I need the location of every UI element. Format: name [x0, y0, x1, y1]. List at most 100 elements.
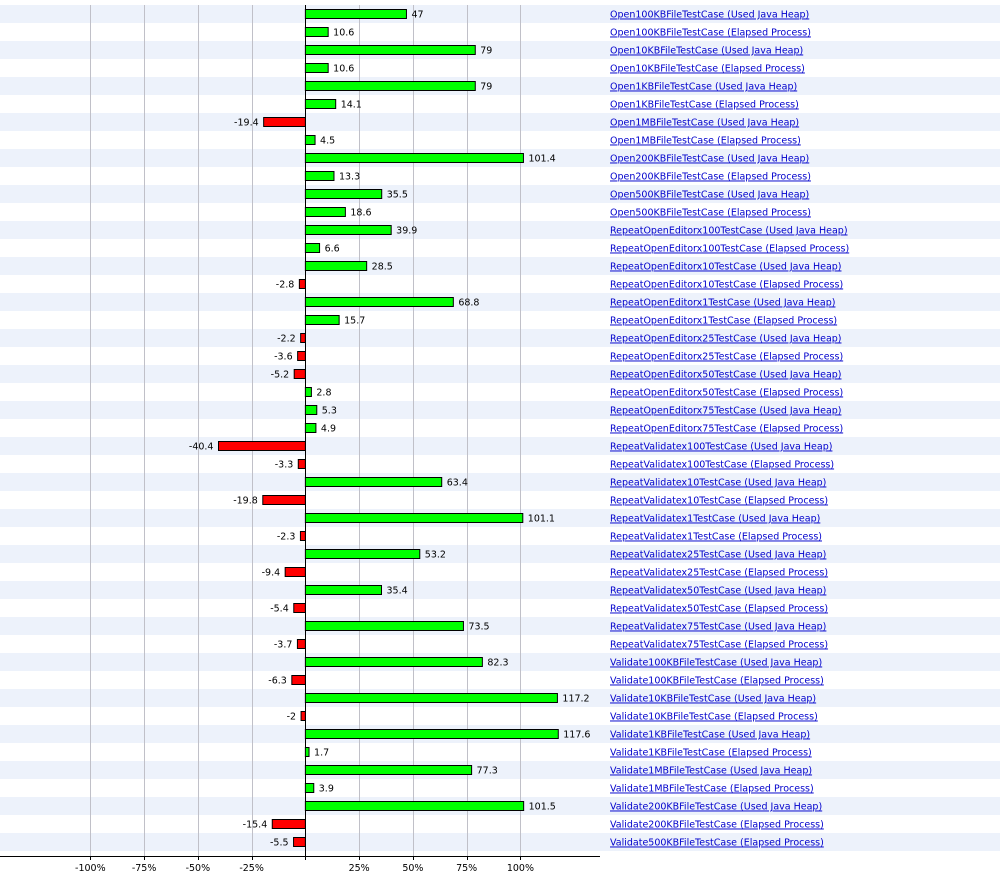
category-link[interactable]: RepeatOpenEditorx50TestCase (Used Java H… — [610, 370, 842, 381]
category-link[interactable]: RepeatValidatex100TestCase (Used Java He… — [610, 442, 832, 453]
bars — [217, 9, 559, 847]
bar-value-label: 15.7 — [344, 316, 365, 327]
category-link[interactable]: RepeatValidatex25TestCase (Used Java Hea… — [610, 550, 826, 561]
category-link[interactable]: Open100KBFileTestCase (Used Java Heap) — [610, 10, 809, 21]
category-link[interactable]: Validate10KBFileTestCase (Used Java Heap… — [610, 694, 816, 705]
bar — [304, 135, 316, 145]
row-stripe — [0, 473, 1000, 491]
category-link[interactable]: Open200KBFileTestCase (Used Java Heap) — [610, 154, 809, 165]
category-link[interactable]: Open500KBFileTestCase (Elapsed Process) — [610, 208, 811, 219]
bar — [271, 819, 306, 829]
category-link[interactable]: RepeatOpenEditorx100TestCase (Used Java … — [610, 226, 848, 237]
bar-value-label: 68.8 — [458, 298, 479, 309]
bar-value-label: 117.6 — [563, 730, 590, 741]
category-link[interactable]: RepeatOpenEditorx50TestCase (Elapsed Pro… — [610, 388, 843, 399]
row-stripe — [0, 257, 1000, 275]
bar — [304, 513, 524, 523]
category-link[interactable]: RepeatOpenEditorx10TestCase (Used Java H… — [610, 262, 842, 273]
category-link[interactable]: RepeatValidatex75TestCase (Elapsed Proce… — [610, 640, 828, 651]
bar-value-label: 53.2 — [425, 550, 446, 561]
category-link[interactable]: RepeatOpenEditorx25TestCase (Used Java H… — [610, 334, 842, 345]
bar — [304, 477, 443, 487]
category-link[interactable]: Validate100KBFileTestCase (Elapsed Proce… — [610, 676, 824, 687]
bar-value-label: -9.4 — [262, 568, 281, 579]
category-link[interactable]: Validate100KBFileTestCase (Used Java Hea… — [610, 658, 822, 669]
category-link[interactable]: Open500KBFileTestCase (Used Java Heap) — [610, 190, 809, 201]
category-link[interactable]: Open1KBFileTestCase (Elapsed Process) — [610, 100, 799, 111]
category-link[interactable]: RepeatOpenEditorx1TestCase (Used Java He… — [610, 298, 835, 309]
bar — [304, 801, 525, 811]
category-link[interactable]: Validate1MBFileTestCase (Used Java Heap) — [610, 766, 812, 777]
category-link[interactable]: RepeatValidatex1TestCase (Used Java Heap… — [610, 514, 820, 525]
row-stripe — [0, 113, 1000, 131]
category-link[interactable]: Validate10KBFileTestCase (Elapsed Proces… — [610, 712, 818, 723]
bar — [304, 657, 483, 667]
category-link[interactable]: Validate200KBFileTestCase (Used Java Hea… — [610, 802, 822, 813]
bar-value-label: 79 — [480, 46, 492, 57]
category-link[interactable]: Open1KBFileTestCase (Used Java Heap) — [610, 82, 797, 93]
category-link[interactable]: RepeatOpenEditorx25TestCase (Elapsed Pro… — [610, 352, 843, 363]
category-link[interactable]: RepeatValidatex10TestCase (Elapsed Proce… — [610, 496, 828, 507]
category-link[interactable]: Validate1KBFileTestCase (Used Java Heap) — [610, 730, 810, 741]
bar-value-label: -2.2 — [277, 334, 296, 345]
category-link[interactable]: Validate500KBFileTestCase (Elapsed Proce… — [610, 838, 824, 849]
bar-value-label: 4.5 — [320, 136, 335, 147]
bar — [298, 279, 306, 289]
category-link[interactable]: Validate1KBFileTestCase (Elapsed Process… — [610, 748, 812, 759]
bar-value-label: 1.7 — [314, 748, 329, 759]
bar — [304, 405, 318, 415]
bar-value-label: 77.3 — [477, 766, 498, 777]
category-link[interactable]: Open1MBFileTestCase (Elapsed Process) — [610, 136, 801, 147]
row-stripe — [0, 5, 1000, 23]
bar-value-label: 117.2 — [562, 694, 589, 705]
category-link[interactable]: RepeatOpenEditorx100TestCase (Elapsed Pr… — [610, 244, 849, 255]
bar-value-label: 14.1 — [341, 100, 362, 111]
x-axis: -100% -75% -50% -25% 25% 50% 75% 100% — [0, 856, 600, 874]
category-link[interactable]: RepeatValidatex100TestCase (Elapsed Proc… — [610, 460, 834, 471]
value-labels: 47 10.6 79 10.6 79 14.1 -19.4 4.5 101.4 13.3 35.5 1… — [189, 10, 591, 849]
category-link[interactable]: RepeatOpenEditorx1TestCase (Elapsed Proc… — [610, 316, 837, 327]
bar — [284, 567, 306, 577]
category-link[interactable]: RepeatOpenEditorx75TestCase (Used Java H… — [610, 406, 842, 417]
row-stripe — [0, 653, 1000, 671]
bar — [300, 711, 306, 721]
bar-value-label: -2.8 — [276, 280, 295, 291]
bar — [297, 459, 306, 469]
bar — [304, 621, 464, 631]
bar — [304, 585, 383, 595]
bar — [262, 495, 306, 505]
category-link[interactable]: Open10KBFileTestCase (Used Java Heap) — [610, 46, 803, 57]
bar-value-label: -6.3 — [268, 676, 287, 687]
bar-value-label: 101.1 — [528, 514, 555, 525]
bar-value-label: -3.6 — [274, 352, 293, 363]
category-link[interactable]: RepeatValidatex10TestCase (Used Java Hea… — [610, 478, 826, 489]
category-links[interactable]: Open100KBFileTestCase (Used Java Heap) Op… — [610, 10, 849, 849]
bar — [304, 783, 315, 793]
category-link[interactable]: RepeatValidatex75TestCase (Used Java Hea… — [610, 622, 826, 633]
x-tick-label: -100% — [75, 863, 106, 874]
row-stripe — [0, 329, 1000, 347]
category-link[interactable]: RepeatValidatex50TestCase (Elapsed Proce… — [610, 604, 828, 615]
bar-value-label: -19.4 — [234, 118, 259, 129]
category-link[interactable]: RepeatOpenEditorx75TestCase (Elapsed Pro… — [610, 424, 843, 435]
category-link[interactable]: RepeatOpenEditorx10TestCase (Elapsed Pro… — [610, 280, 843, 291]
category-link[interactable]: Open100KBFileTestCase (Elapsed Process) — [610, 28, 811, 39]
category-link[interactable]: Open200KBFileTestCase (Elapsed Process) — [610, 172, 811, 183]
category-link[interactable]: Validate1MBFileTestCase (Elapsed Process… — [610, 784, 814, 795]
category-link[interactable]: Open10KBFileTestCase (Elapsed Process) — [610, 64, 805, 75]
x-tick-label: -25% — [239, 863, 264, 874]
bar-value-label: 13.3 — [339, 172, 360, 183]
category-link[interactable]: RepeatValidatex50TestCase (Used Java Hea… — [610, 586, 826, 597]
x-tick-label: 100% — [507, 863, 534, 874]
category-link[interactable]: RepeatValidatex25TestCase (Elapsed Proce… — [610, 568, 828, 579]
bar-value-label: -2.3 — [277, 532, 296, 543]
bar — [297, 351, 306, 361]
x-tick-label: -50% — [186, 863, 211, 874]
category-link[interactable]: RepeatValidatex1TestCase (Elapsed Proces… — [610, 532, 822, 543]
bar-value-label: 101.4 — [528, 154, 555, 165]
category-link[interactable]: Open1MBFileTestCase (Used Java Heap) — [610, 118, 799, 129]
category-link[interactable]: Validate200KBFileTestCase (Elapsed Proce… — [610, 820, 824, 831]
bar — [304, 225, 392, 235]
bar — [304, 243, 321, 253]
